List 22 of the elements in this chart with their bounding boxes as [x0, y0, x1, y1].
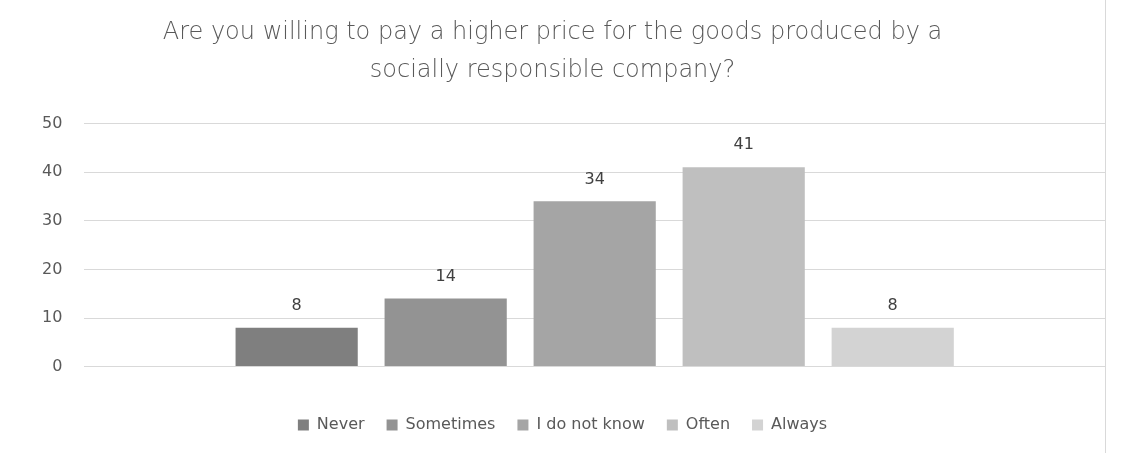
legend-label: I do not know [536, 414, 645, 434]
y-tick-label: 10 [42, 307, 63, 327]
y-tick-label: 20 [42, 258, 63, 278]
bar [831, 327, 954, 367]
chart-title: Are you willing to pay a higher price for the goods produced by a socially responsible company? [161, 16, 944, 85]
bar [384, 298, 507, 367]
bar [235, 327, 358, 367]
bar [682, 167, 805, 367]
legend-label: Often [685, 414, 731, 434]
legend-label: Never [316, 414, 365, 434]
y-tick-label: 40 [42, 161, 63, 181]
y-tick-label: 30 [42, 209, 63, 229]
data-label: 8 [887, 294, 898, 314]
y-tick-label: 50 [42, 112, 63, 132]
legend-label: Sometimes [405, 414, 496, 434]
data-label: 34 [584, 168, 605, 188]
bar [533, 201, 656, 367]
data-label: 8 [291, 294, 302, 314]
data-label: 41 [733, 134, 754, 154]
legend-label: Always [771, 414, 828, 434]
y-tick-label: 0 [52, 355, 63, 375]
data-label: 14 [435, 265, 456, 285]
